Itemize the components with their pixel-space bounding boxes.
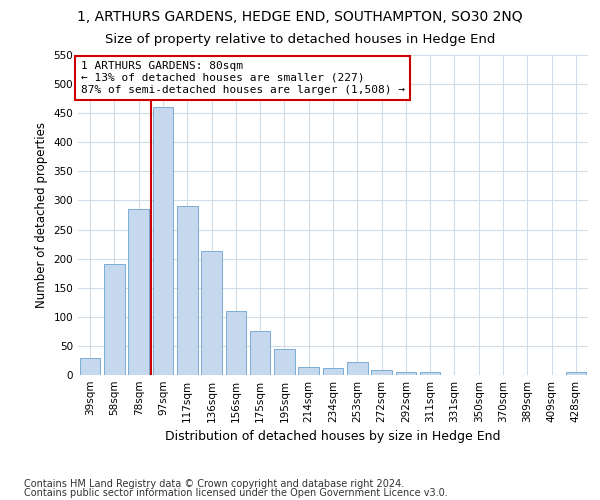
Bar — [104, 264, 125, 375]
Bar — [128, 209, 149, 375]
Bar — [323, 368, 343, 375]
Bar — [201, 251, 222, 375]
Bar — [152, 108, 173, 375]
Bar — [80, 358, 100, 375]
Bar — [274, 349, 295, 375]
Bar — [177, 206, 197, 375]
Bar — [347, 362, 368, 375]
Bar — [420, 372, 440, 375]
Text: Contains HM Land Registry data © Crown copyright and database right 2024.: Contains HM Land Registry data © Crown c… — [24, 479, 404, 489]
Bar — [566, 372, 586, 375]
Bar — [250, 332, 271, 375]
Bar — [298, 367, 319, 375]
Bar — [395, 372, 416, 375]
Text: 1 ARTHURS GARDENS: 80sqm
← 13% of detached houses are smaller (227)
87% of semi-: 1 ARTHURS GARDENS: 80sqm ← 13% of detach… — [80, 62, 404, 94]
X-axis label: Distribution of detached houses by size in Hedge End: Distribution of detached houses by size … — [165, 430, 501, 444]
Text: Contains public sector information licensed under the Open Government Licence v3: Contains public sector information licen… — [24, 488, 448, 498]
Bar — [371, 370, 392, 375]
Bar — [226, 311, 246, 375]
Text: Size of property relative to detached houses in Hedge End: Size of property relative to detached ho… — [105, 32, 495, 46]
Y-axis label: Number of detached properties: Number of detached properties — [35, 122, 48, 308]
Text: 1, ARTHURS GARDENS, HEDGE END, SOUTHAMPTON, SO30 2NQ: 1, ARTHURS GARDENS, HEDGE END, SOUTHAMPT… — [77, 10, 523, 24]
